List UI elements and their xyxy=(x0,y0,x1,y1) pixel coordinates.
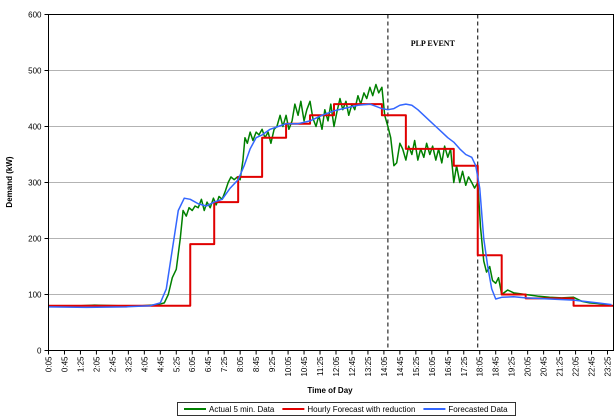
x-tick-label: 18:45 xyxy=(492,356,501,377)
y-tick-label: 600 xyxy=(28,11,42,20)
x-tick-label: 18:05 xyxy=(476,356,485,377)
x-tick-label: 11:25 xyxy=(316,356,325,376)
x-tick-label: 10:45 xyxy=(300,356,309,377)
x-tick-label: 22:05 xyxy=(572,356,581,377)
x-tick-label: 5:25 xyxy=(172,356,181,372)
x-tick-label: 3:25 xyxy=(124,356,133,372)
x-tick-label: 14:45 xyxy=(396,356,405,377)
x-tick-label: 14:05 xyxy=(380,356,389,377)
x-axis-title: Time of Day xyxy=(307,386,353,395)
series-line xyxy=(48,103,614,307)
x-tick-label: 15:25 xyxy=(412,356,421,377)
legend-label: Actual 5 min. Data xyxy=(209,405,275,414)
x-tick-label: 20:05 xyxy=(524,356,533,377)
x-tick-label: 2:05 xyxy=(92,356,101,372)
y-tick-label: 200 xyxy=(28,235,42,244)
y-tick-label: 0 xyxy=(37,347,42,356)
x-tick-label: 21:25 xyxy=(556,356,565,377)
x-tick-label: 10:05 xyxy=(284,356,293,377)
x-tick-label: 4:45 xyxy=(156,356,165,372)
x-tick-label: 20:45 xyxy=(540,356,549,377)
x-tick-label: 23:25 xyxy=(604,356,613,377)
x-tick-label: 16:45 xyxy=(444,356,453,377)
event-label: PLP EVENT xyxy=(411,39,456,48)
x-tick-label: 12:05 xyxy=(332,356,341,377)
x-tick-label: 6:45 xyxy=(204,356,213,372)
y-tick-label: 300 xyxy=(28,179,42,188)
x-tick-label: 1:25 xyxy=(76,356,85,372)
x-tick-label: 6:05 xyxy=(188,356,197,372)
x-tick-label: 17:25 xyxy=(460,356,469,377)
legend-label: Hourly Forecast with reduction xyxy=(307,405,415,414)
x-tick-label: 19:25 xyxy=(508,356,517,377)
x-tick-label: 16:05 xyxy=(428,356,437,377)
x-tick-label: 8:05 xyxy=(236,356,245,372)
x-tick-label: 13:25 xyxy=(364,356,373,377)
x-tick-label: 0:05 xyxy=(45,356,54,372)
x-tick-label: 0:45 xyxy=(60,356,69,372)
y-axis-title: Demand (kW) xyxy=(5,156,14,207)
x-tick-label: 8:45 xyxy=(252,356,261,372)
x-tick-label: 2:45 xyxy=(108,356,117,372)
x-tick-label: 7:25 xyxy=(220,356,229,372)
legend: Actual 5 min. Data Hourly Forecast with r… xyxy=(177,402,516,416)
legend-label: Forecasted Data xyxy=(448,405,508,414)
x-tick-label: 12:45 xyxy=(348,356,357,377)
x-tick-label: 4:05 xyxy=(140,356,149,372)
x-tick-label: 9:25 xyxy=(268,356,277,372)
y-tick-label: 500 xyxy=(28,67,42,76)
legend-box xyxy=(177,402,516,416)
series-line xyxy=(48,83,612,308)
x-tick-label: 22:45 xyxy=(588,356,597,377)
y-tick-label: 400 xyxy=(28,123,42,132)
y-tick-label: 100 xyxy=(28,291,42,300)
series-line xyxy=(48,103,612,309)
